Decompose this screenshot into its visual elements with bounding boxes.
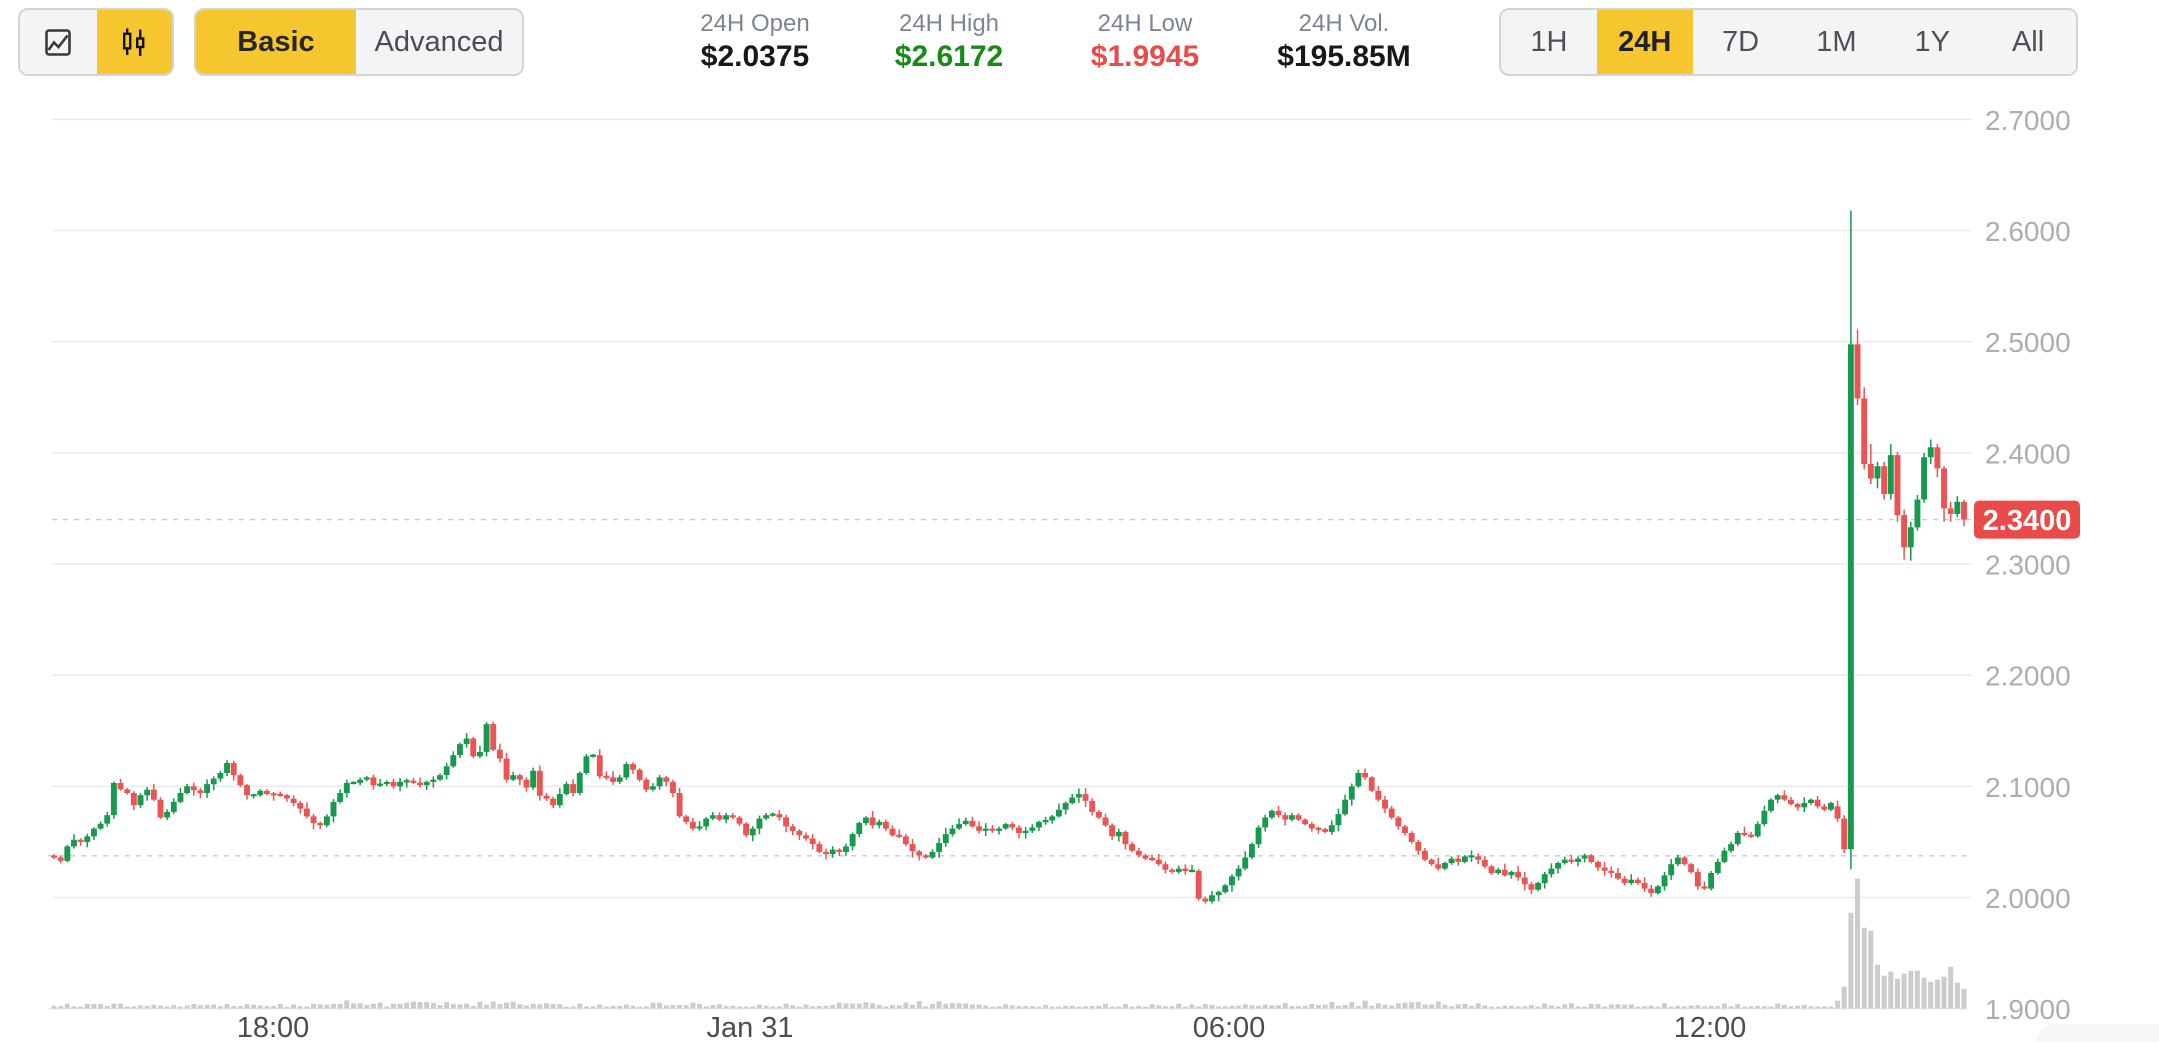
svg-text:2.4000: 2.4000 (1985, 438, 2071, 469)
svg-text:2.5000: 2.5000 (1985, 327, 2071, 358)
svg-text:2.3000: 2.3000 (1985, 550, 2071, 581)
svg-text:18:00: 18:00 (237, 1012, 310, 1042)
svg-text:2.1000: 2.1000 (1985, 772, 2071, 803)
svg-text:06:00: 06:00 (1193, 1012, 1266, 1042)
svg-text:2.7000: 2.7000 (1985, 105, 2071, 136)
svg-text:12:00: 12:00 (1674, 1012, 1747, 1042)
svg-text:2.0000: 2.0000 (1985, 883, 2071, 914)
svg-text:2.6000: 2.6000 (1985, 216, 2071, 247)
svg-text:2.3400: 2.3400 (1983, 505, 2072, 537)
svg-text:1.9000: 1.9000 (1985, 994, 2071, 1025)
svg-text:2.2000: 2.2000 (1985, 661, 2071, 692)
svg-text:Jan 31: Jan 31 (706, 1012, 793, 1042)
